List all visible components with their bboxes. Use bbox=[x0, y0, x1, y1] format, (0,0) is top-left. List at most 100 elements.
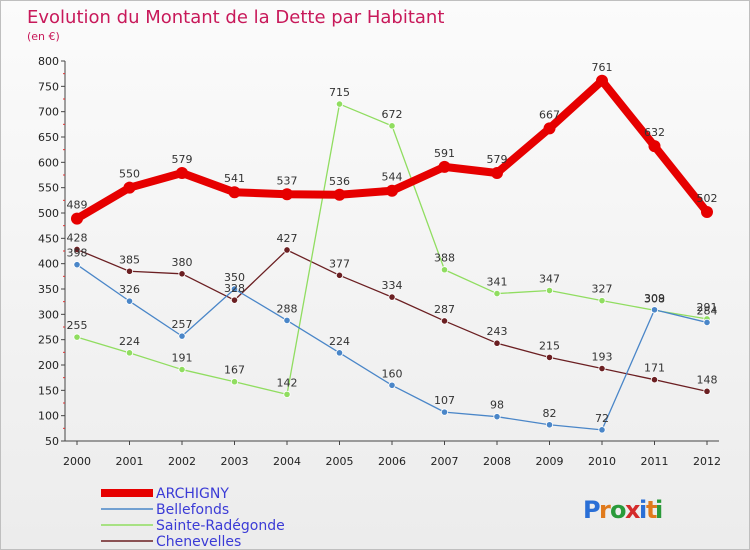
data-label: 328 bbox=[224, 282, 245, 295]
data-label: 427 bbox=[277, 232, 298, 245]
data-point bbox=[440, 317, 449, 325]
data-label: 72 bbox=[595, 412, 609, 425]
data-point bbox=[123, 181, 136, 194]
data-point bbox=[335, 271, 344, 279]
data-label: 215 bbox=[539, 339, 560, 352]
data-point bbox=[335, 100, 344, 108]
logo-letter: r bbox=[599, 496, 611, 524]
y-tick-label: 250 bbox=[38, 334, 59, 347]
data-point bbox=[598, 297, 606, 305]
y-tick-label: 650 bbox=[38, 131, 59, 144]
data-point bbox=[283, 316, 291, 325]
y-tick-label: 450 bbox=[38, 232, 59, 245]
data-label: 541 bbox=[224, 172, 245, 185]
data-label: 107 bbox=[434, 394, 455, 407]
data-label: 291 bbox=[697, 301, 718, 314]
data-label: 171 bbox=[644, 362, 665, 375]
data-point bbox=[493, 339, 501, 347]
data-point bbox=[388, 381, 396, 389]
data-label: 255 bbox=[67, 319, 88, 332]
y-tick-label: 700 bbox=[38, 106, 59, 119]
data-label: 193 bbox=[592, 351, 613, 364]
data-point bbox=[333, 188, 346, 201]
data-point bbox=[650, 376, 659, 384]
y-tick-label: 300 bbox=[38, 308, 59, 321]
data-label: 536 bbox=[329, 175, 350, 188]
data-point bbox=[176, 166, 188, 179]
legend-label: Bellefonds bbox=[156, 502, 229, 518]
data-label: 385 bbox=[119, 253, 140, 266]
data-label: 98 bbox=[490, 399, 504, 412]
y-tick-label: 800 bbox=[38, 55, 59, 68]
data-label: 148 bbox=[697, 373, 718, 386]
x-tick-label: 2003 bbox=[221, 455, 249, 468]
data-point bbox=[178, 270, 186, 278]
data-label: 308 bbox=[644, 292, 665, 305]
data-point bbox=[491, 166, 503, 179]
data-label: 191 bbox=[172, 352, 193, 365]
data-label: 544 bbox=[382, 171, 403, 184]
data-label: 243 bbox=[487, 325, 508, 338]
data-label: 327 bbox=[592, 283, 613, 296]
data-point bbox=[596, 74, 608, 87]
x-tick-label: 2008 bbox=[483, 455, 511, 468]
data-label: 160 bbox=[382, 367, 403, 380]
data-point bbox=[388, 122, 396, 130]
legend: ARCHIGNYBellefondsSainte-RadégondeChenev… bbox=[101, 486, 285, 549]
y-tick-label: 400 bbox=[38, 258, 59, 271]
data-point bbox=[493, 289, 501, 298]
y-tick-label: 350 bbox=[38, 283, 59, 296]
data-label: 632 bbox=[644, 126, 665, 139]
legend-label: ARCHIGNY bbox=[156, 486, 229, 502]
data-label: 224 bbox=[329, 335, 350, 348]
data-label: 377 bbox=[329, 257, 350, 270]
data-point bbox=[440, 266, 449, 274]
logo-letter: t bbox=[646, 496, 657, 524]
data-label: 257 bbox=[172, 318, 193, 331]
y-axis-unit: (en €) bbox=[27, 30, 60, 43]
data-point bbox=[335, 349, 344, 357]
y-tick-label: 150 bbox=[38, 384, 59, 397]
data-label: 489 bbox=[67, 199, 88, 212]
data-label: 579 bbox=[487, 153, 508, 166]
data-point bbox=[71, 212, 83, 225]
data-label: 350 bbox=[224, 271, 245, 284]
data-point bbox=[73, 261, 81, 269]
data-point bbox=[545, 286, 554, 295]
data-point bbox=[543, 122, 556, 135]
data-label: 341 bbox=[487, 276, 508, 289]
data-point bbox=[230, 285, 239, 293]
x-tick-label: 2012 bbox=[693, 455, 721, 468]
data-point bbox=[388, 293, 396, 301]
legend-label: Chenevelles bbox=[156, 534, 241, 549]
data-point bbox=[598, 364, 606, 373]
data-point bbox=[230, 296, 239, 304]
data-point bbox=[545, 353, 554, 361]
data-point bbox=[73, 245, 81, 254]
data-label: 380 bbox=[172, 256, 193, 269]
data-point bbox=[125, 349, 134, 357]
data-label: 287 bbox=[434, 303, 455, 316]
x-tick-label: 2007 bbox=[431, 455, 459, 468]
data-label: 667 bbox=[539, 108, 560, 121]
data-point bbox=[701, 205, 713, 218]
axes: 50 100 150 200 250 300 350 400 450 500 550 600 650 70… bbox=[38, 55, 721, 468]
x-tick-label: 2006 bbox=[378, 455, 406, 468]
series-line-archigny bbox=[73, 76, 711, 223]
data-label: 579 bbox=[172, 153, 193, 166]
data-label: 550 bbox=[119, 168, 140, 181]
data-label: 142 bbox=[277, 376, 298, 389]
data-label: 537 bbox=[277, 174, 298, 187]
x-tick-label: 2000 bbox=[63, 455, 91, 468]
y-tick-label: 50 bbox=[45, 435, 59, 448]
data-point bbox=[283, 246, 291, 254]
y-tick-label: 550 bbox=[38, 182, 59, 195]
data-label: 672 bbox=[382, 108, 403, 121]
x-tick-label: 2002 bbox=[168, 455, 196, 468]
data-label: 326 bbox=[119, 283, 140, 296]
data-point bbox=[283, 390, 291, 398]
data-point bbox=[440, 408, 449, 416]
data-point bbox=[598, 426, 606, 434]
data-point bbox=[386, 184, 398, 197]
